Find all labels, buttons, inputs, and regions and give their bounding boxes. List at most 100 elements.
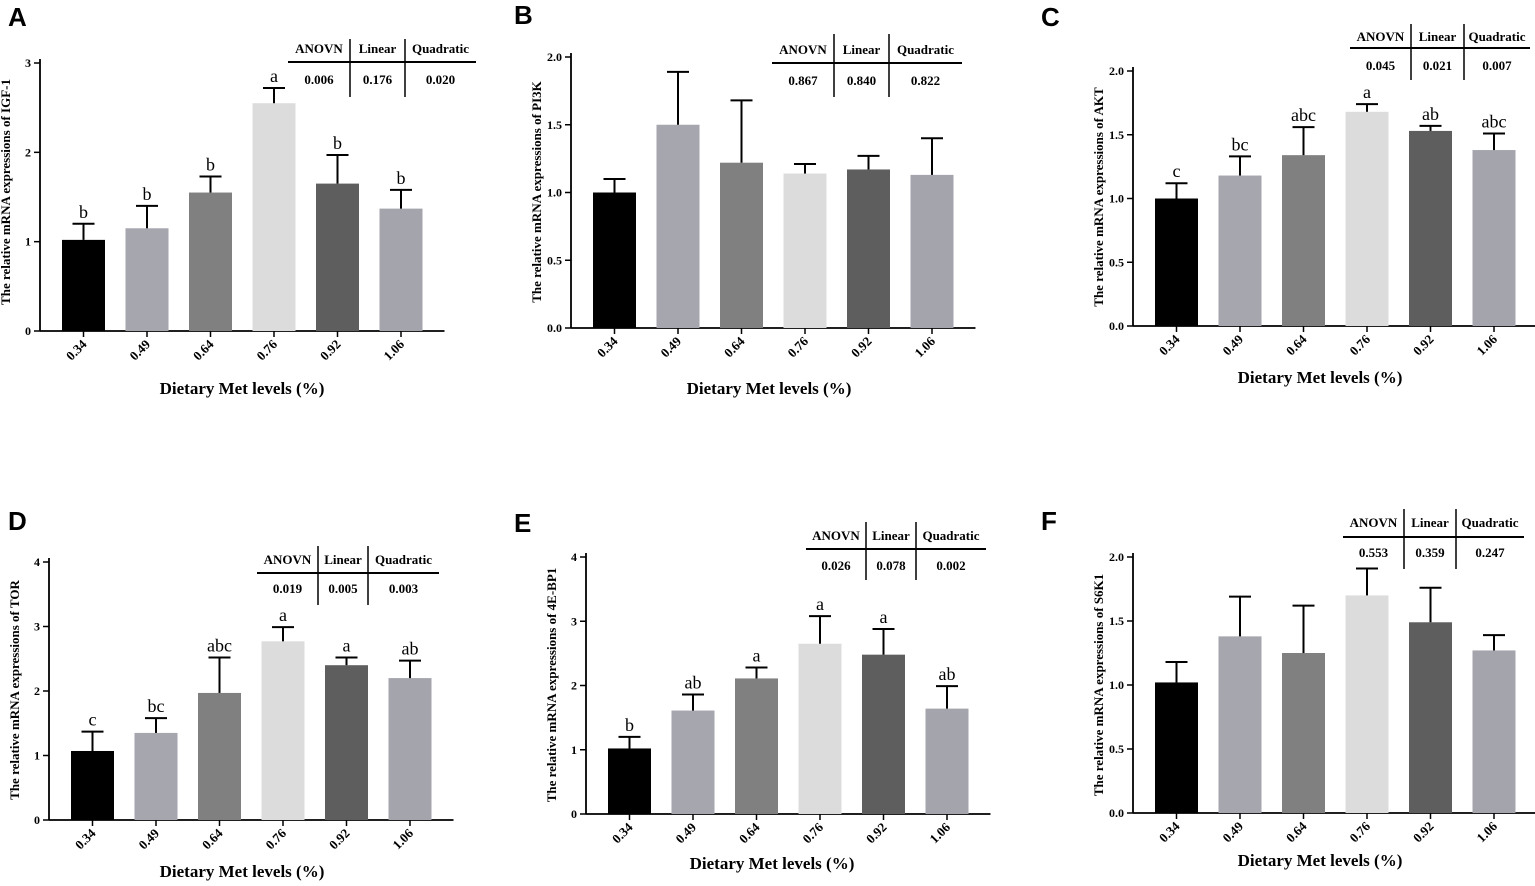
panel-b-xlabel: Dietary Met levels (%) (687, 379, 852, 398)
panel-a-stats-header: Linear (359, 41, 397, 56)
panel-d-sig-letter: ab (402, 639, 419, 659)
panel-e-stats-header: Linear (872, 528, 910, 543)
panel-b-xtick-label: 1.06 (911, 333, 938, 360)
panel-c-xtick-label: 0.49 (1219, 331, 1246, 358)
panel-c-xtick-label: 0.34 (1156, 331, 1183, 358)
panel-f-ytick-label: 1.0 (1109, 678, 1124, 692)
panel-e-xtick-label: 0.34 (609, 819, 636, 846)
panel-f-ytick-label: 1.5 (1109, 614, 1124, 628)
panel-e-ytick-label: 1 (571, 743, 577, 757)
panel-c-letter: C (1041, 2, 1060, 32)
panel-c-sig-letter: abc (1291, 105, 1316, 125)
panel-c-bar (1218, 175, 1262, 326)
panel-f-bar (1409, 622, 1452, 813)
panel-e-bar (735, 678, 778, 814)
panel-a-stats-value: 0.006 (304, 72, 334, 87)
panel-f-ytick-label: 2.0 (1109, 550, 1124, 564)
panel-e-ylabel: The relative mRNA expressions of 4E-BP1 (544, 568, 559, 803)
panel-e-xtick-label: 0.92 (863, 820, 890, 847)
panel-c-bar (1409, 130, 1452, 326)
panel-a-bar (379, 208, 423, 331)
panel-f-bar (1345, 595, 1389, 813)
panel-d-ytick-label: 4 (34, 555, 40, 569)
panel-a-stats-value: 0.176 (363, 72, 393, 87)
panel-d-bar (261, 641, 305, 820)
panel-c-bar (1155, 198, 1198, 326)
panel-a-stats-table: ANOVN 0.006 Linear 0.176 Quadratic 0.020 (288, 39, 476, 97)
panel-f: F The relative mRNA expressions of S6K1 0.… (1041, 506, 1535, 870)
panel-a-stats-header: Quadratic (412, 41, 469, 56)
panel-d-stats-value: 0.003 (389, 581, 419, 596)
panel-d-xtick-label: 0.76 (262, 825, 289, 852)
panel-b-ylabel: The relative mRNA expressions of PI3K (529, 80, 544, 302)
panel-c-xtick-label: 0.92 (1410, 332, 1437, 359)
panel-f-bar (1282, 653, 1325, 813)
panel-b-letter: B (514, 0, 533, 30)
panel-e-stats-header: Quadratic (922, 528, 979, 543)
panel-f-xlabel: Dietary Met levels (%) (1238, 851, 1403, 870)
panel-f-bar (1472, 650, 1516, 813)
panel-a-sig-letter: b (206, 154, 215, 174)
panel-f-bar (1218, 636, 1262, 813)
panel-f-letter: F (1041, 506, 1057, 536)
panel-b-xtick-label: 0.34 (594, 333, 621, 360)
panel-d-stats-value: 0.005 (328, 581, 358, 596)
panel-c-stats-value: 0.007 (1482, 58, 1512, 73)
panel-e-letter: E (514, 508, 531, 538)
panel-f-stats-value: 0.553 (1359, 545, 1389, 560)
panel-b-ytick-label: 1.5 (547, 118, 562, 132)
panel-e-sig-letter: a (753, 646, 761, 666)
panel-c-sig-letter: bc (1232, 134, 1249, 154)
panel-b-stats-header: ANOVN (779, 42, 827, 57)
panel-e-ytick-label: 3 (571, 614, 577, 628)
panel-b-stats-value: 0.822 (911, 73, 940, 88)
panel-c-stats-header: Linear (1419, 29, 1457, 44)
panel-c-ytick-label: 0.5 (1109, 255, 1124, 269)
panel-c-ytick-label: 1.5 (1109, 128, 1124, 142)
panel-d-sig-letter: bc (148, 696, 165, 716)
panel-d-stats-header: ANOVN (264, 552, 312, 567)
panel-b-stats-header: Quadratic (897, 42, 954, 57)
panel-b-ytick-label: 0.0 (547, 321, 562, 335)
panel-d-xlabel: Dietary Met levels (%) (160, 862, 325, 881)
panel-a-xtick-label: 0.92 (317, 337, 344, 364)
panel-c-stats-header: Quadratic (1468, 29, 1525, 44)
panel-d-stats-value: 0.019 (273, 581, 303, 596)
panel-e-xtick-label: 0.64 (736, 819, 763, 846)
panel-d-xtick-label: 0.92 (326, 826, 353, 853)
panel-e-xtick-label: 0.49 (672, 819, 699, 846)
panel-b-bar (910, 174, 954, 328)
panel-e-stats-value: 0.078 (876, 558, 906, 573)
panel-d-sig-letter: a (343, 635, 351, 655)
panel-c-ytick-label: 2.0 (1109, 64, 1124, 78)
panel-d-letter: D (8, 506, 27, 536)
panel-f-stats-header: Linear (1411, 515, 1449, 530)
panel-e-xlabel: Dietary Met levels (%) (690, 854, 855, 873)
panel-c-sig-letter: c (1173, 161, 1181, 181)
panel-d-sig-letter: a (279, 605, 287, 625)
panel-e: E The relative mRNA expressions of 4E-BP1… (514, 508, 991, 873)
panel-f-stats-value: 0.359 (1415, 545, 1445, 560)
panel-b-bar (720, 162, 763, 328)
panel-b-ytick-label: 0.5 (547, 253, 562, 267)
panel-c-bar (1282, 155, 1325, 326)
panel-c-ytick-label: 1.0 (1109, 192, 1124, 206)
panel-e-stats-value: 0.026 (821, 558, 851, 573)
panel-c-stats-value: 0.021 (1423, 58, 1452, 73)
panel-d-stats-header: Quadratic (375, 552, 432, 567)
panel-e-stats-value: 0.002 (936, 558, 965, 573)
panel-b-stats-header: Linear (843, 42, 881, 57)
panel-a-sig-letter: a (270, 66, 278, 86)
panel-a-bar (62, 239, 105, 331)
panel-d-stats-header: Linear (324, 552, 362, 567)
panel-c-xtick-label: 0.64 (1283, 331, 1310, 358)
panel-a-sig-letter: b (333, 133, 342, 153)
panel-f-xtick-label: 1.06 (1473, 818, 1500, 845)
panel-f-ylabel: The relative mRNA expressions of S6K1 (1091, 574, 1106, 796)
panel-d-bar (198, 692, 241, 820)
panel-f-stats-header: ANOVN (1350, 515, 1398, 530)
panel-d: D The relative mRNA expressions of TOR 0 1 2… (7, 506, 454, 881)
panel-f-xtick-label: 0.76 (1346, 818, 1373, 845)
panel-e-sig-letter: a (816, 594, 824, 614)
panel-a-ytick-label: 1 (25, 235, 31, 249)
